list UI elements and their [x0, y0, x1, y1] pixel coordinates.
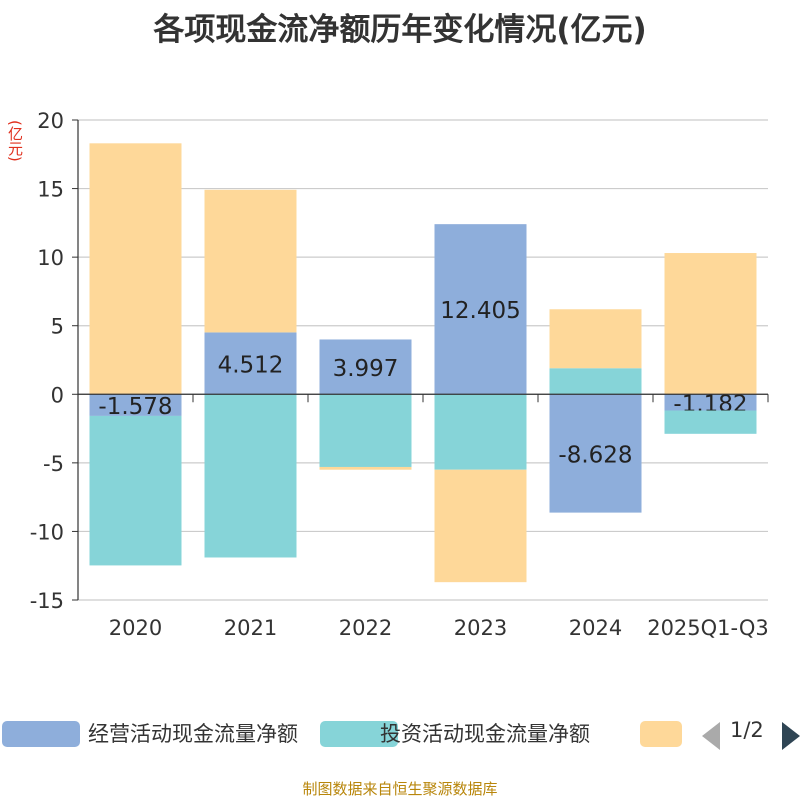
- data-label: -8.628: [558, 442, 632, 468]
- legend-label-operating: 经营活动现金流量净额: [88, 722, 298, 746]
- y-tick-label: -5: [43, 452, 64, 476]
- bar-operating-2024: [549, 394, 642, 513]
- data-label: 3.997: [333, 356, 399, 382]
- bar-investing-2022: [319, 394, 412, 467]
- y-tick-label: 10: [37, 246, 64, 270]
- bar-financing-2021: [204, 189, 297, 333]
- legend-prev-page-icon[interactable]: [702, 722, 720, 750]
- x-tick-label: 2025Q1-Q3: [647, 616, 769, 640]
- x-tick-label: 2024: [569, 616, 622, 640]
- bar-operating-2023: [434, 224, 527, 395]
- bar-operating-2022: [319, 339, 412, 395]
- bar-investing-2023: [434, 394, 527, 470]
- y-tick-label: 5: [51, 315, 64, 339]
- data-source-note: 制图数据来自恒生聚源数据库: [302, 780, 498, 798]
- chart-title: 各项现金流净额历年变化情况(亿元): [153, 12, 647, 48]
- legend-page-indicator: 1/2: [730, 718, 764, 742]
- bar-operating-2025Q1-Q3: [664, 394, 757, 411]
- bar-financing-2020: [89, 143, 182, 395]
- y-tick-label: 0: [51, 383, 64, 407]
- y-tick-label: -10: [30, 520, 64, 544]
- bar-investing-2021: [204, 394, 297, 558]
- x-tick-label: 2023: [454, 616, 507, 640]
- bar-operating-2021: [204, 332, 297, 395]
- legend-swatch-financing: [640, 721, 682, 747]
- x-tick-label: 2022: [339, 616, 392, 640]
- data-label: -1.578: [98, 394, 172, 420]
- legend-swatch-investing: [320, 721, 398, 747]
- bar-chart: -15 -10 -5 0 5 10 15 20 -1.578 4.512 3.997 12.405 -8…: [30, 109, 769, 640]
- bar-financing-2025Q1-Q3: [664, 253, 757, 395]
- y-axis-unit: (亿元): [6, 120, 24, 162]
- bar-operating-2020: [89, 394, 182, 416]
- legend-next-page-icon[interactable]: [782, 722, 800, 750]
- y-tick-label: 15: [37, 178, 64, 202]
- data-label: 4.512: [218, 352, 284, 378]
- legend-label-investing: 投资活动现金流量净额: [380, 722, 590, 746]
- data-label: 12.405: [440, 298, 520, 324]
- bar-financing-2022: [319, 466, 412, 470]
- bar-financing-2024: [549, 309, 642, 369]
- bar-investing-2024: [549, 368, 642, 395]
- x-tick-label: 2020: [109, 616, 162, 640]
- y-tick-label: -15: [30, 589, 64, 613]
- y-tick-label: 20: [37, 109, 64, 133]
- bar-investing-2025Q1-Q3: [664, 410, 757, 434]
- legend-swatch-operating: [2, 721, 80, 747]
- legend: 经营活动现金流量净额 投资活动现金流量净额 1/2: [0, 716, 800, 752]
- bar-investing-2020: [89, 415, 182, 566]
- x-tick-label: 2021: [224, 616, 277, 640]
- bar-financing-2023: [434, 469, 527, 583]
